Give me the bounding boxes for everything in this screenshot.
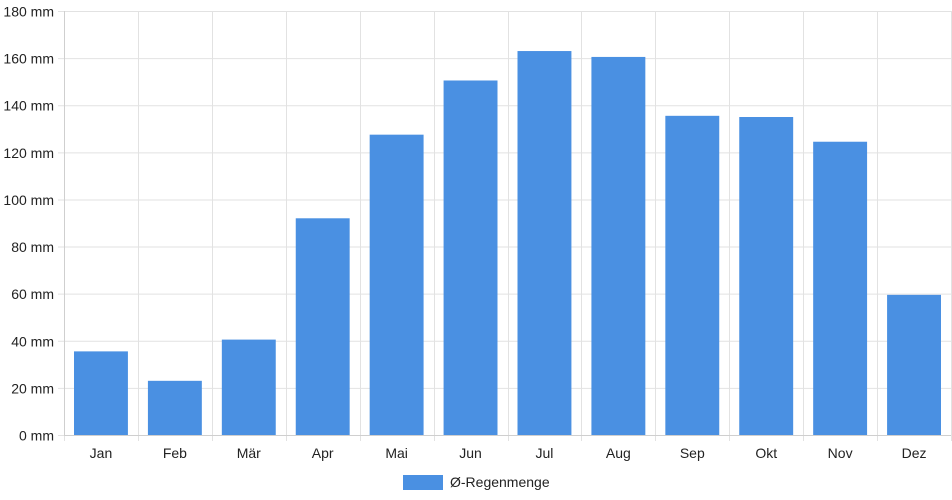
x-tick-label: Feb [163, 445, 187, 461]
x-tick-label: Dez [902, 445, 927, 461]
bar-mär[interactable] [221, 339, 276, 435]
bar-nov[interactable] [813, 141, 868, 435]
legend[interactable]: Ø-Regenmenge [403, 474, 550, 490]
y-tick-label: 0 mm [19, 428, 54, 444]
bar-dez[interactable] [887, 294, 941, 435]
bar-apr[interactable] [295, 218, 350, 435]
x-tick-label: Apr [312, 445, 334, 461]
bar-sep[interactable] [665, 115, 720, 436]
x-tick-label: Nov [828, 445, 853, 461]
bar-feb[interactable] [147, 380, 202, 435]
x-axis-tick-labels: Jan Feb Mär Apr Mai Jun Jul Aug Sep Okt Nov Dez [90, 445, 927, 461]
x-tick-label: Mär [237, 445, 261, 461]
x-tick-label: Okt [755, 445, 777, 461]
y-tick-label: 120 mm [3, 145, 54, 161]
y-tick-label: 140 mm [3, 98, 54, 114]
bar-jan[interactable] [74, 351, 128, 435]
x-tick-label: Mai [385, 445, 408, 461]
y-tick-label: 180 mm [3, 4, 54, 20]
x-tick-label: Aug [606, 445, 631, 461]
x-tick-label: Jan [90, 445, 113, 461]
y-tick-label: 60 mm [11, 286, 54, 302]
y-tick-label: 100 mm [3, 192, 54, 208]
y-tick-label: 80 mm [11, 239, 54, 255]
bar-jun[interactable] [443, 80, 498, 435]
y-axis-tick-labels: 0 mm 20 mm 40 mm 60 mm 80 mm 100 mm 120 mm 140 … [3, 4, 54, 444]
y-tick-label: 160 mm [3, 51, 54, 67]
x-tick-label: Jun [459, 445, 482, 461]
legend-label: Ø-Regenmenge [450, 474, 550, 490]
y-tick-label: 20 mm [11, 380, 54, 396]
axes [64, 11, 951, 436]
y-tick-label: 40 mm [11, 333, 54, 349]
x-tick-label: Sep [680, 445, 705, 461]
x-tick-label: Jul [536, 445, 554, 461]
bar-jul[interactable] [517, 51, 572, 436]
bars [74, 51, 941, 436]
legend-swatch [403, 475, 443, 490]
bar-mai[interactable] [369, 134, 424, 435]
bar-okt[interactable] [739, 117, 794, 435]
bar-aug[interactable] [591, 56, 646, 435]
